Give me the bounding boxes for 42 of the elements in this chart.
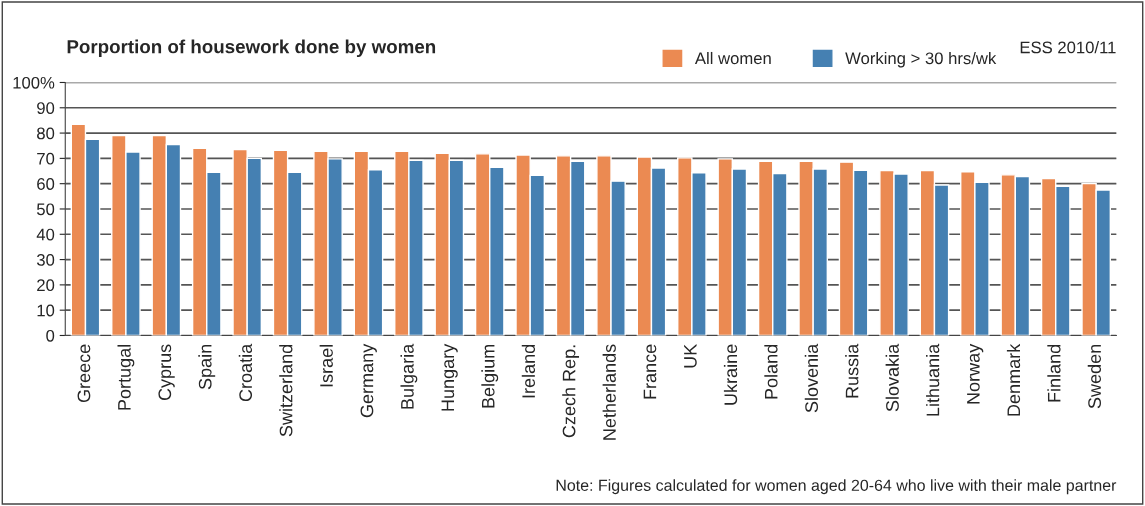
y-tick-label: 90 [37, 102, 55, 114]
y-tick-label: 100% [13, 76, 55, 89]
y-tick-label: 50 [36, 203, 55, 216]
y-tick-label: 80 [37, 127, 55, 140]
y-tick-label: 70 [37, 152, 55, 165]
x-tick-label: Sweden [1087, 344, 1102, 409]
y-tick-label: 10 [37, 304, 55, 317]
x-tick-label: Denmark [1006, 343, 1021, 416]
x-tick-label: Hungary [441, 343, 458, 411]
x-tick-label: Netherlands [602, 344, 616, 440]
x-tick-label: France [643, 344, 657, 399]
legend-label: All women [694, 51, 771, 65]
y-tick-label: 0 [46, 329, 55, 342]
x-tick-label: Cyprus [158, 344, 175, 401]
x-tick-label: Germany [360, 343, 377, 418]
y-tick-label: 40 [36, 228, 55, 241]
x-tick-label: Slovenia [804, 343, 819, 413]
legend-label: Working > 30 hrs/wk [845, 51, 997, 68]
x-tick-label: Ukraine [723, 344, 738, 405]
x-tick-label: Belgium [481, 345, 499, 408]
x-tick-label: Norway [967, 343, 984, 404]
x-tick-label: Czech Rep. [562, 345, 580, 438]
x-tick-label: Greece [77, 344, 91, 403]
y-tick-label: 60 [37, 178, 55, 190]
x-tick-label: UK [684, 344, 697, 368]
x-tick-label: Lithuania [926, 343, 940, 416]
x-tick-label: Israel [319, 345, 333, 387]
y-tick-label: 20 [37, 279, 55, 292]
text: ESS 2010/11 [1020, 41, 1116, 54]
x-tick-label: Bulgaria [400, 343, 418, 409]
text: Note: Figures calculated for women aged 20-64 who live with their male partner [556, 479, 1117, 495]
chart-title: Porportion of housework done by women [67, 39, 436, 58]
x-tick-label: Ireland [521, 344, 536, 398]
x-tick-label: Poland [764, 344, 778, 399]
x-tick-label: Portugal [117, 345, 135, 410]
x-tick-label: Slovakia [885, 343, 899, 412]
y-tick-label: 30 [36, 253, 55, 266]
x-tick-label: Finland [1047, 344, 1061, 402]
x-tick-label: Switzerland [279, 344, 293, 437]
x-tick-label: Spain [198, 344, 216, 390]
x-tick-label: Russia [845, 343, 859, 398]
x-tick-label: Croatia [238, 343, 253, 402]
